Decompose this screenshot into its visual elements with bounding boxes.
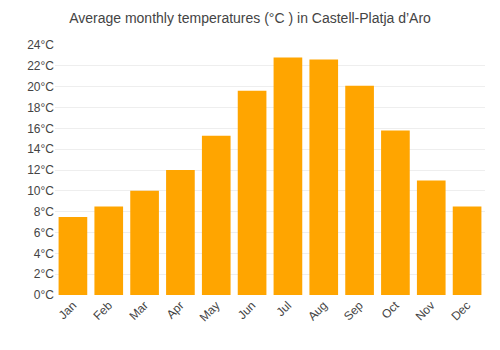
svg-text:Apr: Apr: [164, 298, 187, 321]
svg-text:Dec: Dec: [448, 298, 473, 323]
svg-text:Oct: Oct: [379, 298, 403, 322]
svg-text:14°C: 14°C: [27, 142, 54, 156]
svg-text:Nov: Nov: [413, 298, 438, 323]
svg-text:8°C: 8°C: [34, 205, 54, 219]
svg-text:22°C: 22°C: [27, 59, 54, 73]
svg-text:Jul: Jul: [274, 298, 295, 319]
svg-text:Mar: Mar: [126, 298, 151, 323]
svg-text:May: May: [197, 298, 223, 324]
svg-text:0°C: 0°C: [34, 288, 54, 302]
svg-text:Average monthly temperatures (: Average monthly temperatures (°C ) in Ca…: [69, 10, 431, 26]
svg-text:Aug: Aug: [305, 298, 330, 323]
svg-text:Jun: Jun: [235, 298, 259, 322]
svg-text:24°C: 24°C: [27, 38, 54, 52]
svg-text:20°C: 20°C: [27, 80, 54, 94]
svg-text:6°C: 6°C: [34, 226, 54, 240]
svg-text:12°C: 12°C: [27, 163, 54, 177]
svg-text:18°C: 18°C: [27, 101, 54, 115]
svg-text:2°C: 2°C: [34, 267, 54, 281]
svg-text:Sep: Sep: [341, 298, 366, 323]
svg-text:Feb: Feb: [91, 298, 116, 323]
svg-text:4°C: 4°C: [34, 247, 54, 261]
svg-text:16°C: 16°C: [27, 122, 54, 136]
svg-text:10°C: 10°C: [27, 184, 54, 198]
svg-text:Jan: Jan: [56, 298, 80, 322]
